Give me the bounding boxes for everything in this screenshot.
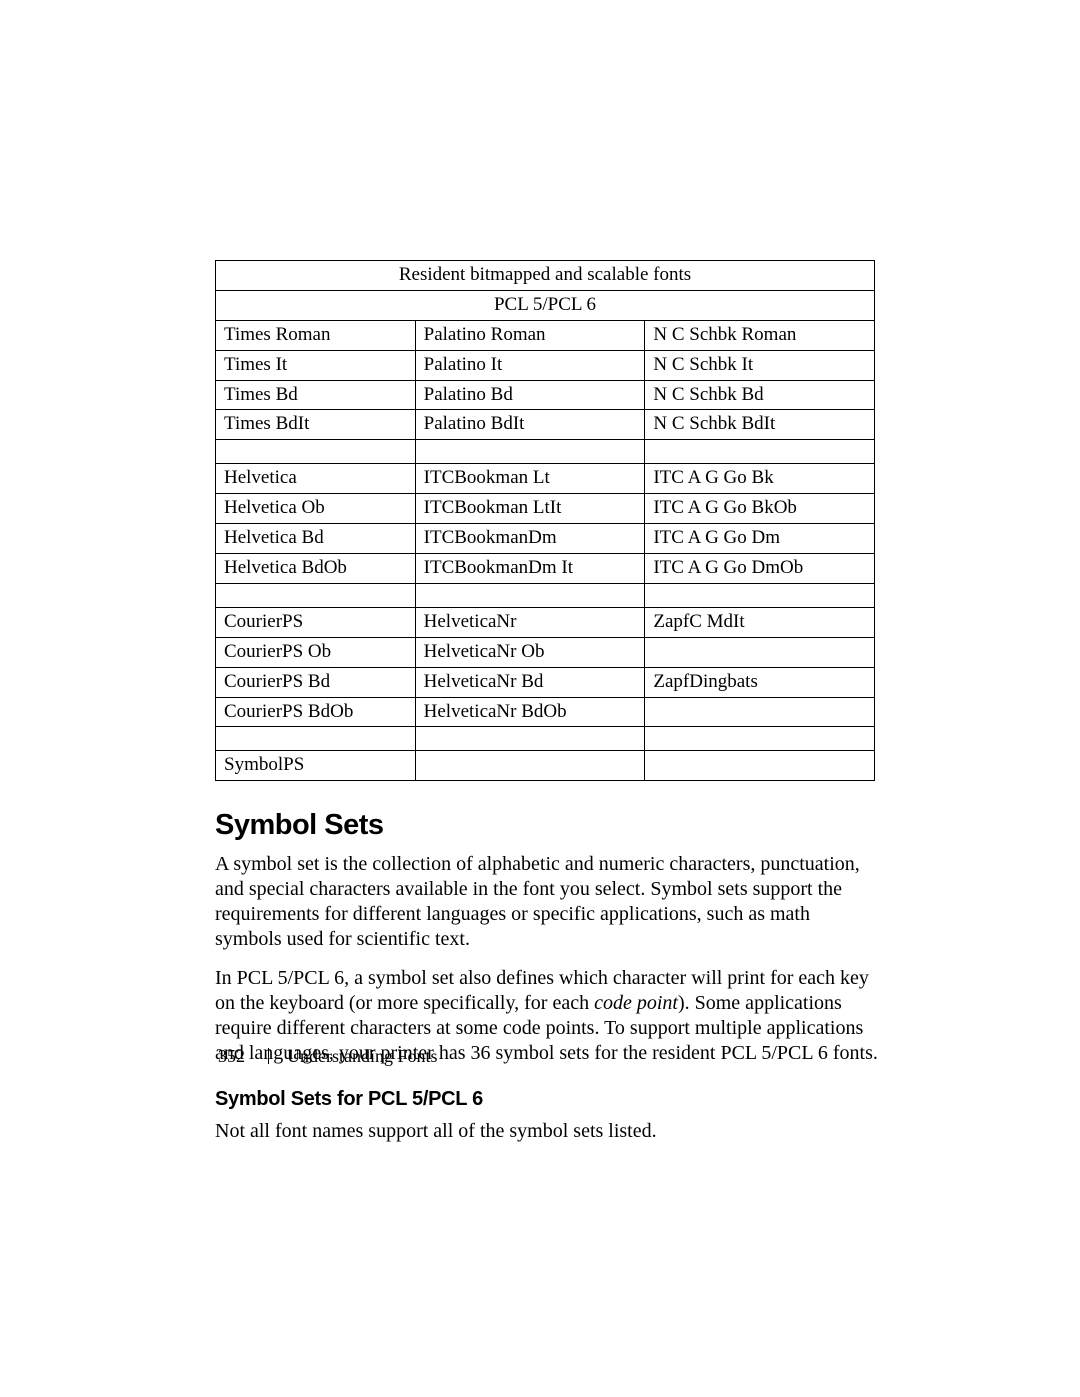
table-cell: ITCBookman Lt xyxy=(415,464,645,494)
table-cell: HelveticaNr Bd xyxy=(415,667,645,697)
table-cell xyxy=(415,751,645,781)
p2-italic: code point xyxy=(594,992,678,1014)
table-cell: Helvetica Bd xyxy=(216,524,416,554)
table-cell xyxy=(415,727,645,751)
table-cell: Times It xyxy=(216,350,416,380)
table-cell: CourierPS xyxy=(216,607,416,637)
footer-separator xyxy=(268,1048,269,1064)
fonts-table: Resident bitmapped and scalable fonts PC… xyxy=(215,260,875,781)
table-cell: N C Schbk Bd xyxy=(645,380,875,410)
table-row: CourierPS ObHelveticaNr Ob xyxy=(216,637,875,667)
table-cell: ZapfDingbats xyxy=(645,667,875,697)
table-cell: CourierPS Ob xyxy=(216,637,416,667)
table-cell xyxy=(645,583,875,607)
table-cell: ITC A G Go DmOb xyxy=(645,554,875,584)
table-row xyxy=(216,727,875,751)
section-heading: Symbol Sets xyxy=(215,809,885,842)
table-row: Times ItPalatino ItN C Schbk It xyxy=(216,350,875,380)
table-cell xyxy=(645,727,875,751)
table-cell xyxy=(415,583,645,607)
table-row: CourierPS BdObHelveticaNr BdOb xyxy=(216,697,875,727)
table-row: SymbolPS xyxy=(216,751,875,781)
table-cell: HelveticaNr xyxy=(415,607,645,637)
table-row: Helvetica BdObITCBookmanDm ItITC A G Go … xyxy=(216,554,875,584)
table-cell: Times BdIt xyxy=(216,410,416,440)
table-cell xyxy=(645,697,875,727)
table-row: Times BdPalatino BdN C Schbk Bd xyxy=(216,380,875,410)
table-header-row-2: PCL 5/PCL 6 xyxy=(216,290,875,320)
table-row: Times RomanPalatino RomanN C Schbk Roman xyxy=(216,320,875,350)
table-cell xyxy=(645,637,875,667)
table-cell xyxy=(645,751,875,781)
table-cell xyxy=(415,440,645,464)
table-cell: Palatino Roman xyxy=(415,320,645,350)
table-cell: N C Schbk It xyxy=(645,350,875,380)
table-cell: Palatino BdIt xyxy=(415,410,645,440)
table-cell xyxy=(216,583,416,607)
table-cell: ITCBookman LtIt xyxy=(415,494,645,524)
table-cell xyxy=(216,727,416,751)
table-cell xyxy=(645,440,875,464)
page-footer: 352 Understanding Fonts xyxy=(218,1046,438,1067)
table-row xyxy=(216,583,875,607)
table-cell: Times Bd xyxy=(216,380,416,410)
table-cell: Helvetica Ob xyxy=(216,494,416,524)
table-row: Helvetica ObITCBookman LtItITC A G Go Bk… xyxy=(216,494,875,524)
document-page: Resident bitmapped and scalable fonts PC… xyxy=(0,0,1080,1397)
page-number: 352 xyxy=(218,1046,245,1066)
paragraph-1: A symbol set is the collection of alphab… xyxy=(215,852,880,952)
table-cell: ITCBookmanDm xyxy=(415,524,645,554)
table-row: Times BdItPalatino BdItN C Schbk BdIt xyxy=(216,410,875,440)
table-cell: ZapfC MdIt xyxy=(645,607,875,637)
table-cell: CourierPS BdOb xyxy=(216,697,416,727)
table-row: HelveticaITCBookman LtITC A G Go Bk xyxy=(216,464,875,494)
table-cell: SymbolPS xyxy=(216,751,416,781)
table-cell: ITC A G Go Dm xyxy=(645,524,875,554)
table-cell: Palatino Bd xyxy=(415,380,645,410)
table-cell: HelveticaNr BdOb xyxy=(415,697,645,727)
table-cell: N C Schbk Roman xyxy=(645,320,875,350)
table-cell: ITCBookmanDm It xyxy=(415,554,645,584)
table-title: Resident bitmapped and scalable fonts xyxy=(216,261,875,291)
table-cell xyxy=(216,440,416,464)
paragraph-3: Not all font names support all of the sy… xyxy=(215,1119,880,1144)
table-cell: HelveticaNr Ob xyxy=(415,637,645,667)
table-cell: Times Roman xyxy=(216,320,416,350)
table-cell: ITC A G Go BkOb xyxy=(645,494,875,524)
subsection-heading: Symbol Sets for PCL 5/PCL 6 xyxy=(215,1088,885,1111)
table-cell: CourierPS Bd xyxy=(216,667,416,697)
table-row: CourierPS BdHelveticaNr BdZapfDingbats xyxy=(216,667,875,697)
chapter-title: Understanding Fonts xyxy=(287,1046,438,1066)
table-cell: Helvetica xyxy=(216,464,416,494)
table-row: CourierPSHelveticaNrZapfC MdIt xyxy=(216,607,875,637)
table-cell: N C Schbk BdIt xyxy=(645,410,875,440)
table-row: Helvetica BdITCBookmanDmITC A G Go Dm xyxy=(216,524,875,554)
table-cell: ITC A G Go Bk xyxy=(645,464,875,494)
table-header-row-1: Resident bitmapped and scalable fonts xyxy=(216,261,875,291)
table-cell: Palatino It xyxy=(415,350,645,380)
table-row xyxy=(216,440,875,464)
table-subtitle: PCL 5/PCL 6 xyxy=(216,290,875,320)
table-cell: Helvetica BdOb xyxy=(216,554,416,584)
